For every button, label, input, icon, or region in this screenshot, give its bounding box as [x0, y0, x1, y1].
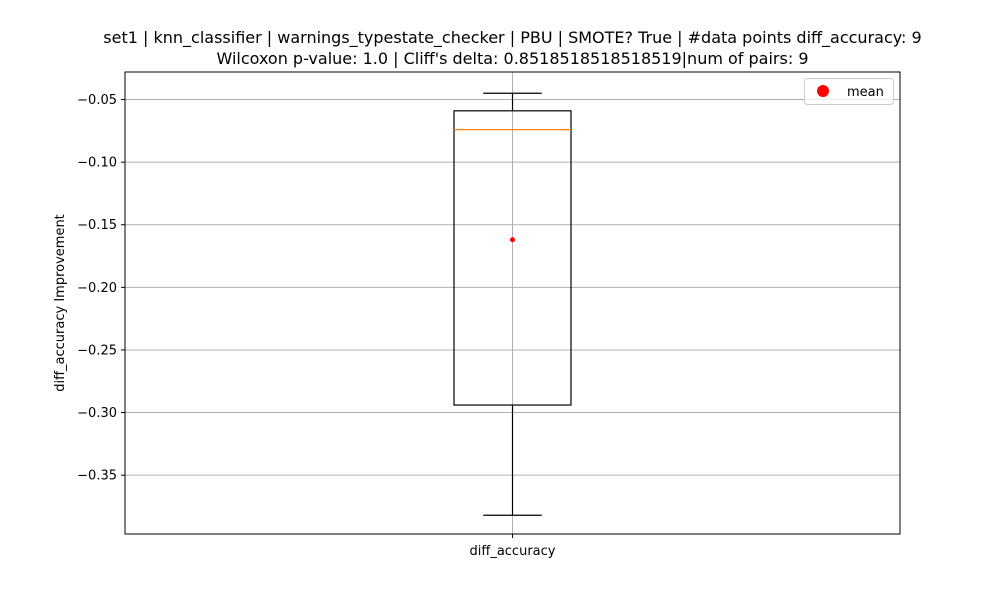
- legend-frame: [804, 78, 894, 105]
- legend-mean-label: mean: [847, 85, 884, 100]
- y-tick-label: −0.30: [77, 406, 117, 421]
- y-tick-label: −0.15: [77, 218, 117, 233]
- y-axis-label: diff_accuracy Improvement: [53, 214, 68, 392]
- y-tick-label: −0.20: [77, 281, 117, 296]
- legend: mean: [804, 78, 894, 105]
- x-axis: diff_accuracy: [470, 534, 556, 559]
- y-tick-label: −0.05: [77, 93, 117, 108]
- y-axis: −0.05 −0.10 −0.15 −0.20 −0.25 −0.30 −0.35: [77, 93, 125, 484]
- x-tick-label: diff_accuracy: [470, 544, 556, 559]
- chart-title-line2: Wilcoxon p-value: 1.0 | Cliff's delta: 0…: [216, 49, 808, 68]
- y-tick-label: −0.10: [77, 156, 117, 171]
- iqr-box: [453, 110, 572, 406]
- mean-point: [510, 237, 515, 243]
- legend-mean-marker: [817, 85, 829, 97]
- y-tick-label: −0.35: [77, 469, 117, 484]
- chart-title-line1: set1 | knn_classifier | warnings_typesta…: [103, 28, 921, 48]
- y-tick-label: −0.25: [77, 343, 117, 358]
- plot-layer: [453, 92, 572, 516]
